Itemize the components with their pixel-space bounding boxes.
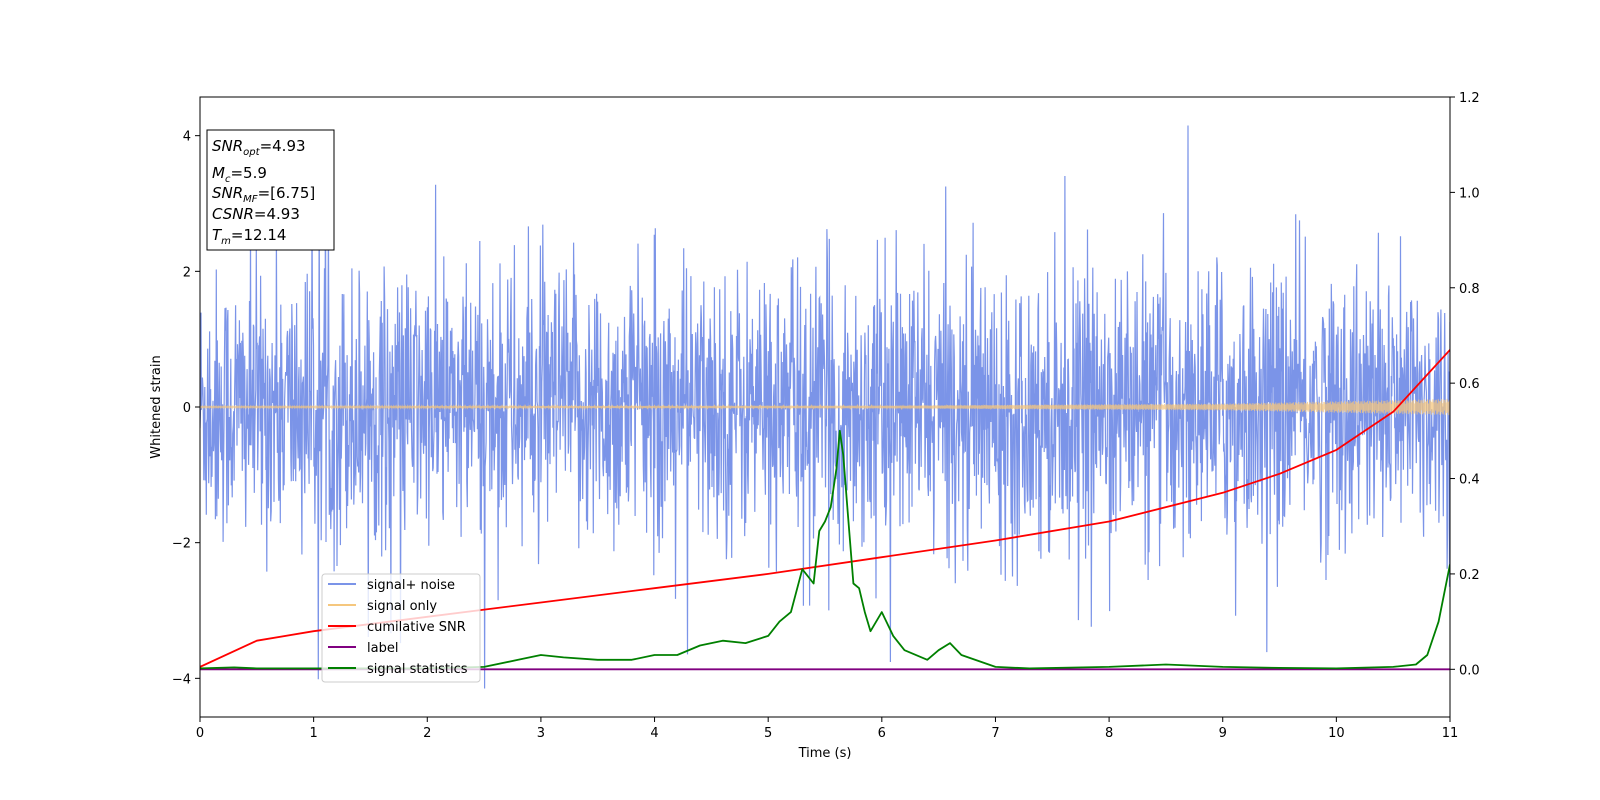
y2-tick-label: 1.2 [1459, 91, 1480, 106]
annotation-box: SNRopt=4.93 Mc=5.9 SNRMF=[6.75] CSNR=4.9… [206, 129, 335, 251]
y2-tick-label: 1.0 [1459, 186, 1480, 201]
annotation-csnr: CSNR=4.93 [212, 205, 300, 223]
y2-tick-label: 0.2 [1459, 568, 1480, 583]
annotation-snr-opt: SNRopt=4.93 [212, 137, 306, 158]
series-signal-statistics [200, 429, 1450, 670]
y2-tick-label: 0.4 [1459, 473, 1480, 488]
x-tick-label: 1 [309, 726, 317, 741]
y-tick-label: 4 [183, 130, 191, 145]
series-signal-only [200, 398, 1450, 416]
series-signal-noise [200, 125, 1450, 689]
legend-label: signal statistics [367, 662, 468, 677]
x-tick-label: 8 [1105, 726, 1113, 741]
annotation-mc: Mc=5.9 [212, 164, 267, 185]
y-tick-label: 0 [183, 401, 191, 416]
x-tick-label: 4 [650, 726, 658, 741]
x-tick-label: 0 [196, 726, 204, 741]
legend-label: cumilative SNR [367, 620, 466, 635]
x-tick-label: 2 [423, 726, 431, 741]
y-tick-label: 2 [183, 265, 191, 280]
x-tick-label: 3 [537, 726, 545, 741]
legend-label: signal only [367, 599, 437, 614]
y-tick-label: −4 [172, 672, 191, 687]
legend-label: signal+ noise [367, 578, 455, 593]
y-axis-label: Whitened strain [149, 355, 164, 458]
y-tick-label: −2 [172, 537, 191, 552]
legend-label: label [367, 641, 398, 656]
x-axis-label: Time (s) [798, 746, 852, 761]
x-tick-label: 9 [1219, 726, 1227, 741]
annotation-tm: Tm=12.14 [212, 226, 286, 247]
annotation-snr-mf: SNRMF=[6.75] [212, 184, 315, 205]
x-tick-label: 7 [991, 726, 999, 741]
legend: signal+ noise signal only cumilative SNR la… [321, 573, 481, 683]
x-tick-label: 6 [878, 726, 886, 741]
ticks-layer: 0 1 2 3 4 5 6 7 8 9 10 11 −4 −2 0 2 4 0.0 0.2 0.4 0.6 0.8 1.0 1… [172, 91, 1480, 741]
y2-tick-label: 0.8 [1459, 282, 1480, 297]
x-tick-label: 11 [1442, 726, 1459, 741]
x-tick-label: 5 [764, 726, 772, 741]
y2-tick-label: 0.0 [1459, 663, 1480, 678]
y2-tick-label: 0.6 [1459, 377, 1480, 392]
x-tick-label: 10 [1328, 726, 1345, 741]
